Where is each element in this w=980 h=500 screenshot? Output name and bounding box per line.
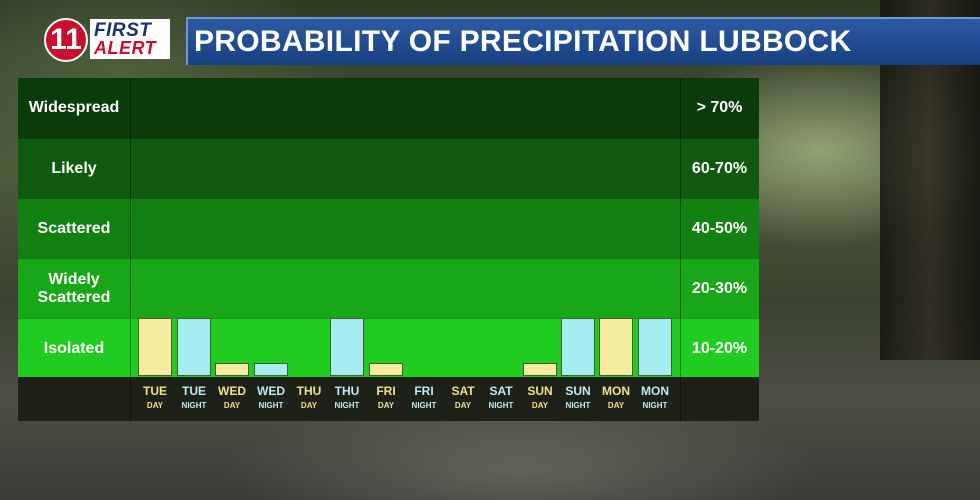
band-likely: Likely 60-70% [18,138,759,198]
precipitation-chart: Widespread > 70% Likely 60-70% Scattered 40-5… [18,78,759,421]
period-day-label: SUN [527,384,553,398]
period-part-label: NIGHT [258,401,284,410]
category-label: Widely Scattered [18,271,130,307]
bar-sun-day [523,363,557,376]
first-alert-logo: 11 FIRST ALERT [44,16,170,64]
period-day-label: SUN [565,384,591,398]
category-label: Likely [51,160,97,177]
period-part-label: NIGHT [565,401,591,410]
period-day-label: TUE [143,384,167,398]
bar-tue-day [138,318,172,376]
period-day-label: TUE [182,384,206,398]
logo-wordmark: FIRST ALERT [90,19,170,59]
bar-sun-night [561,318,595,376]
period-part-label: NIGHT [642,401,668,410]
period-part-label: NIGHT [334,401,360,410]
category-label: Widespread [28,99,120,116]
category-label: Scattered [37,220,111,237]
period-day-label: THU [296,384,322,398]
period-day-label: THU [334,384,360,398]
bar-fri-day [369,363,403,376]
period-part-label: DAY [454,401,472,410]
period-day-label: SAT [451,384,475,398]
bar-mon-night [638,318,672,376]
period-part-label: DAY [223,401,241,410]
title-banner: PROBABILITY OF PRECIPITATION LUBBOCK [186,17,980,65]
period-label-strip [18,377,759,421]
band-widespread: Widespread > 70% [18,78,759,138]
period-day-label: SAT [489,384,513,398]
percent-label: 60-70% [691,160,748,177]
logo-word-alert: ALERT [94,38,157,58]
band-widely-scattered: Widely Scattered 20-30% [18,258,759,318]
bar-wed-night [254,363,288,376]
plot-divider [680,78,681,421]
chart-title: PROBABILITY OF PRECIPITATION LUBBOCK [194,25,852,58]
category-label: Isolated [43,340,105,357]
period-part-label: NIGHT [411,401,437,410]
period-part-label: DAY [300,401,318,410]
bar-thu-night [330,318,364,376]
percent-label: 40-50% [691,220,748,237]
period-part-label: DAY [531,401,549,410]
period-day-label: WED [257,384,285,398]
bar-mon-day [599,318,633,376]
percent-label: 20-30% [691,280,748,297]
period-part-label: DAY [146,401,164,410]
percent-label: 10-20% [691,340,748,357]
period-part-label: NIGHT [488,401,514,410]
plot-divider [130,78,131,421]
category-label-word: Scattered [37,289,111,306]
period-day-label: FRI [414,384,434,398]
bar-tue-night [177,318,211,376]
period-part-label: DAY [377,401,395,410]
channel-number-badge: 11 [44,18,88,62]
period-part-label: DAY [607,401,625,410]
period-day-label: MON [641,384,669,398]
period-part-label: NIGHT [181,401,207,410]
bar-wed-day [215,363,249,376]
period-day-label: MON [602,384,630,398]
period-day-label: WED [218,384,246,398]
logo-word-first: FIRST [94,20,152,41]
percent-label: > 70% [696,99,743,116]
band-scattered: Scattered 40-50% [18,198,759,258]
category-label-word: Widely [48,271,100,288]
period-day-label: FRI [376,384,396,398]
